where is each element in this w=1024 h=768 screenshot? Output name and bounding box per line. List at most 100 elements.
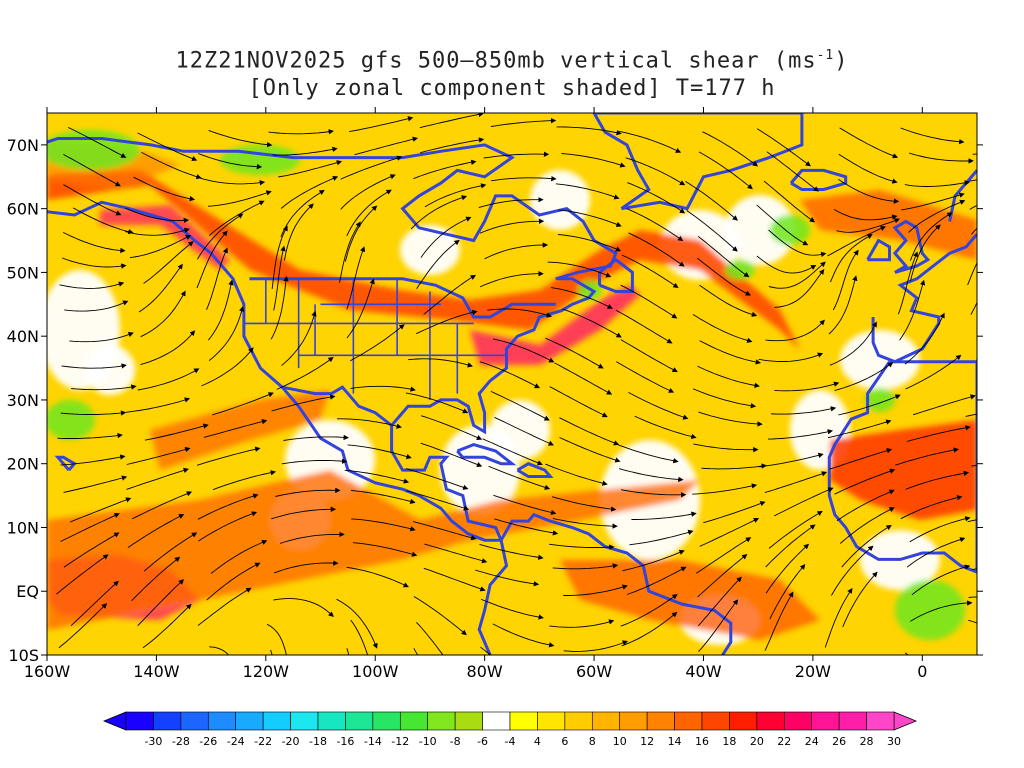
streamline: [615, 309, 673, 344]
streamline: [210, 539, 268, 574]
streamline: [346, 189, 392, 237]
streamline: [340, 155, 403, 180]
negative-shear-region: [770, 215, 810, 245]
streamline: [483, 151, 550, 159]
colorbar-swatch: [345, 711, 374, 731]
colorbar-label: -8: [450, 735, 461, 748]
streamline: [60, 454, 126, 466]
colorbar-label: 14: [668, 735, 682, 748]
streamline: [424, 543, 488, 564]
map-frame: [46, 112, 978, 656]
shear-region: [560, 560, 820, 640]
streamline: [494, 416, 554, 446]
weak-shear-region: [400, 225, 460, 275]
colorbar-label: -20: [282, 735, 300, 748]
streamline: [979, 374, 1024, 390]
streamline: [482, 438, 543, 466]
colorbar-swatch: [399, 711, 429, 731]
streamline: [405, 468, 469, 490]
streamline: [70, 580, 119, 627]
streamline: [702, 131, 759, 167]
streamline: [350, 619, 369, 655]
streamline: [899, 279, 926, 341]
streamline: [63, 154, 121, 187]
streamline: [552, 563, 619, 570]
streamline: [910, 600, 973, 622]
streamline: [209, 646, 230, 655]
streamline: [349, 116, 414, 133]
streamline: [551, 496, 617, 512]
streamline: [701, 463, 767, 470]
streamline: [551, 287, 613, 309]
colorbar-label: -14: [364, 735, 382, 748]
border-us-canada: [249, 277, 556, 319]
streamline: [416, 621, 444, 655]
colorbar-label: 24: [805, 735, 819, 748]
streamline: [125, 227, 190, 236]
lat-label: EQ: [16, 582, 39, 601]
streamline: [137, 579, 185, 627]
streamline: [281, 458, 348, 465]
streamline: [559, 437, 621, 463]
streamline: [838, 394, 901, 416]
streamline: [970, 301, 977, 315]
streamline: [413, 596, 467, 636]
streamline: [969, 204, 977, 210]
colorbar-label: -22: [254, 735, 272, 748]
coast-africa: [827, 360, 977, 574]
streamline: [208, 279, 234, 341]
streamline: [480, 598, 544, 620]
streamline: [967, 261, 977, 286]
colorbar-swatch: [811, 711, 840, 731]
streamline: [756, 128, 811, 167]
streamline: [56, 554, 109, 595]
streamline: [900, 495, 963, 520]
negative-shear-region: [865, 388, 895, 412]
streamline: [829, 234, 873, 283]
streamline: [616, 361, 675, 393]
streamline: [346, 246, 366, 310]
colorbar-label: 10: [613, 735, 627, 748]
streamline: [824, 587, 853, 648]
streamline: [626, 566, 687, 595]
streamline: [416, 309, 478, 335]
streamline: [626, 208, 684, 242]
streamline: [764, 591, 794, 651]
streamline: [271, 394, 336, 412]
streamline: [197, 213, 244, 260]
colorbar-arrow-left: [102, 711, 127, 731]
colorbar-swatch: [317, 711, 346, 731]
colorbar-label: 12: [640, 735, 654, 748]
colorbar-label: -26: [199, 735, 217, 748]
streamline: [488, 465, 551, 490]
colorbar-label: 6: [561, 735, 568, 748]
streamline: [621, 611, 678, 647]
streamline: [965, 413, 977, 417]
lon-label: 80W: [467, 662, 503, 681]
streamline: [493, 338, 555, 363]
streamline: [983, 652, 1019, 704]
coast-cuba: [456, 443, 517, 466]
streamline: [827, 419, 892, 439]
coast-iceland: [789, 168, 848, 191]
colorbar-swatch: [427, 711, 456, 731]
streamline: [838, 153, 898, 184]
streamline: [201, 347, 254, 387]
colorbar-swatch: [235, 711, 264, 731]
streamline: [198, 153, 263, 170]
streamline: [686, 210, 738, 252]
streamline: [976, 542, 977, 544]
colorbar-swatch: [180, 711, 209, 731]
streamline: [67, 126, 127, 158]
streamline: [127, 514, 185, 548]
streamline: [271, 506, 337, 520]
streamline: [685, 181, 738, 221]
streamline: [272, 146, 338, 156]
streamline: [354, 136, 419, 156]
streamline: [555, 183, 620, 200]
colorbar-swatch: [290, 711, 319, 731]
streamline: [63, 475, 128, 493]
streamline: [838, 178, 900, 204]
streamline: [832, 249, 859, 311]
